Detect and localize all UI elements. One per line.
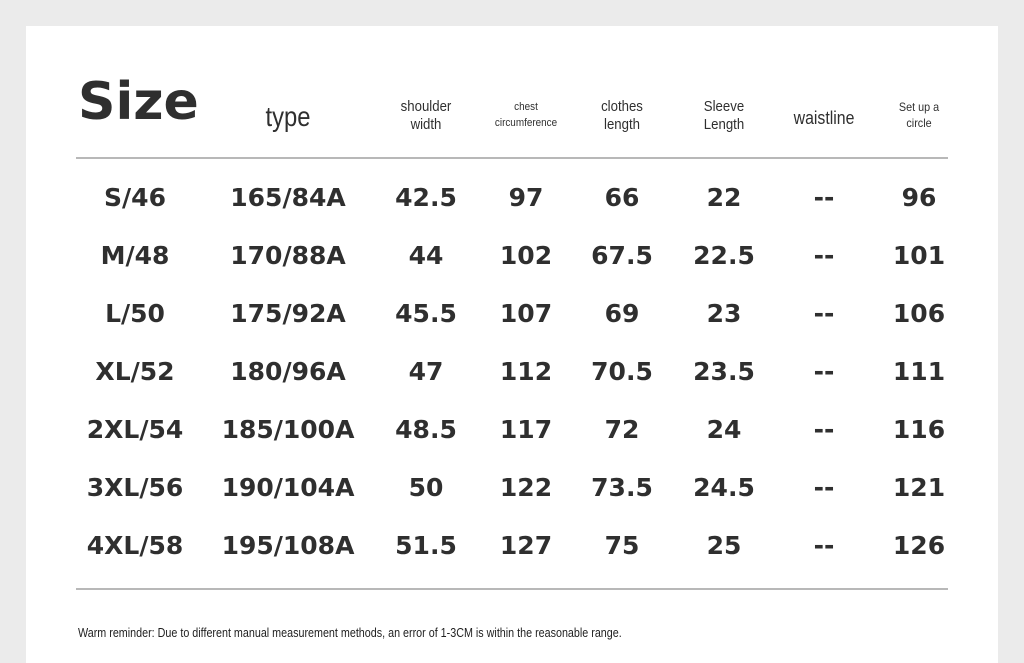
cell-shoulder-width: 50 <box>408 473 444 502</box>
cell-shoulder-width: 47 <box>408 357 444 386</box>
cell-chest: 107 <box>499 299 553 328</box>
cell-shoulder-width: 51.5 <box>395 531 457 560</box>
cell-chest: 122 <box>499 473 553 502</box>
cell-waistline: -- <box>813 473 835 502</box>
cell-shoulder-width: 45.5 <box>395 299 457 328</box>
cell-clothes-length: 75 <box>604 531 640 560</box>
cell-waistline: -- <box>813 531 835 560</box>
header-clothes-length: clothes length <box>601 98 643 134</box>
cell-clothes-length: 69 <box>604 299 640 328</box>
cell-size: L/50 <box>105 299 165 328</box>
header-chest-line2: circumference <box>494 117 558 130</box>
header-type: type <box>265 101 311 132</box>
cell-type: 195/108A <box>221 531 355 560</box>
header-divider <box>76 157 948 159</box>
cell-sleeve-length: 23 <box>706 299 742 328</box>
cell-set-up-circle: 106 <box>892 299 946 328</box>
header-clothes-line2: length <box>604 116 640 133</box>
warm-reminder-note: Warm reminder: Due to different manual m… <box>78 626 622 640</box>
size-title: Size <box>78 72 199 132</box>
header-shoulder-width: shoulder width <box>401 98 452 134</box>
size-chart-card <box>26 26 998 663</box>
cell-shoulder-width: 48.5 <box>395 415 457 444</box>
cell-chest: 117 <box>499 415 553 444</box>
cell-sleeve-length: 22 <box>706 183 742 212</box>
header-sleeve-line2: Length <box>703 116 745 133</box>
header-set-up-circle: Set up a circle <box>899 100 939 131</box>
cell-set-up-circle: 121 <box>892 473 946 502</box>
cell-size: S/46 <box>104 183 166 212</box>
cell-chest: 112 <box>499 357 553 386</box>
header-sleeve-length: Sleeve Length <box>704 98 744 134</box>
cell-type: 170/88A <box>230 241 346 270</box>
cell-type: 165/84A <box>230 183 346 212</box>
cell-sleeve-length: 22.5 <box>693 241 755 270</box>
table-bottom-divider <box>76 588 948 590</box>
header-clothes-line1: clothes <box>601 98 643 115</box>
cell-clothes-length: 66 <box>604 183 640 212</box>
cell-set-up-circle: 101 <box>892 241 946 270</box>
cell-size: M/48 <box>100 241 170 270</box>
header-shoulder-line1: shoulder <box>400 98 452 115</box>
cell-set-up-circle: 116 <box>892 415 946 444</box>
cell-chest: 102 <box>499 241 553 270</box>
header-setup-line1: Set up a <box>898 100 940 114</box>
cell-set-up-circle: 96 <box>901 183 937 212</box>
header-waistline: waistline <box>793 108 855 128</box>
cell-type: 175/92A <box>230 299 346 328</box>
cell-chest: 97 <box>508 183 544 212</box>
cell-waistline: -- <box>813 357 835 386</box>
header-shoulder-line2: width <box>410 116 442 133</box>
cell-sleeve-length: 24 <box>706 415 742 444</box>
cell-type: 190/104A <box>221 473 355 502</box>
cell-set-up-circle: 111 <box>892 357 946 386</box>
cell-clothes-length: 73.5 <box>591 473 653 502</box>
cell-size: 3XL/56 <box>86 473 184 502</box>
cell-sleeve-length: 23.5 <box>693 357 755 386</box>
header-chest-circumference: chest circumference <box>495 101 557 130</box>
cell-shoulder-width: 42.5 <box>395 183 457 212</box>
header-sleeve-line1: Sleeve <box>703 98 745 115</box>
cell-waistline: -- <box>813 241 835 270</box>
header-chest-line1: chest <box>514 101 538 113</box>
cell-waistline: -- <box>813 183 835 212</box>
cell-type: 180/96A <box>230 357 346 386</box>
cell-type: 185/100A <box>221 415 355 444</box>
cell-clothes-length: 72 <box>604 415 640 444</box>
cell-set-up-circle: 126 <box>892 531 946 560</box>
cell-clothes-length: 70.5 <box>591 357 653 386</box>
cell-sleeve-length: 24.5 <box>693 473 755 502</box>
cell-size: XL/52 <box>95 357 175 386</box>
cell-chest: 127 <box>499 531 553 560</box>
cell-shoulder-width: 44 <box>408 241 444 270</box>
cell-waistline: -- <box>813 299 835 328</box>
cell-waistline: -- <box>813 415 835 444</box>
cell-size: 4XL/58 <box>86 531 184 560</box>
header-setup-line2: circle <box>906 116 932 131</box>
cell-sleeve-length: 25 <box>706 531 742 560</box>
cell-size: 2XL/54 <box>86 415 184 444</box>
cell-clothes-length: 67.5 <box>591 241 653 270</box>
